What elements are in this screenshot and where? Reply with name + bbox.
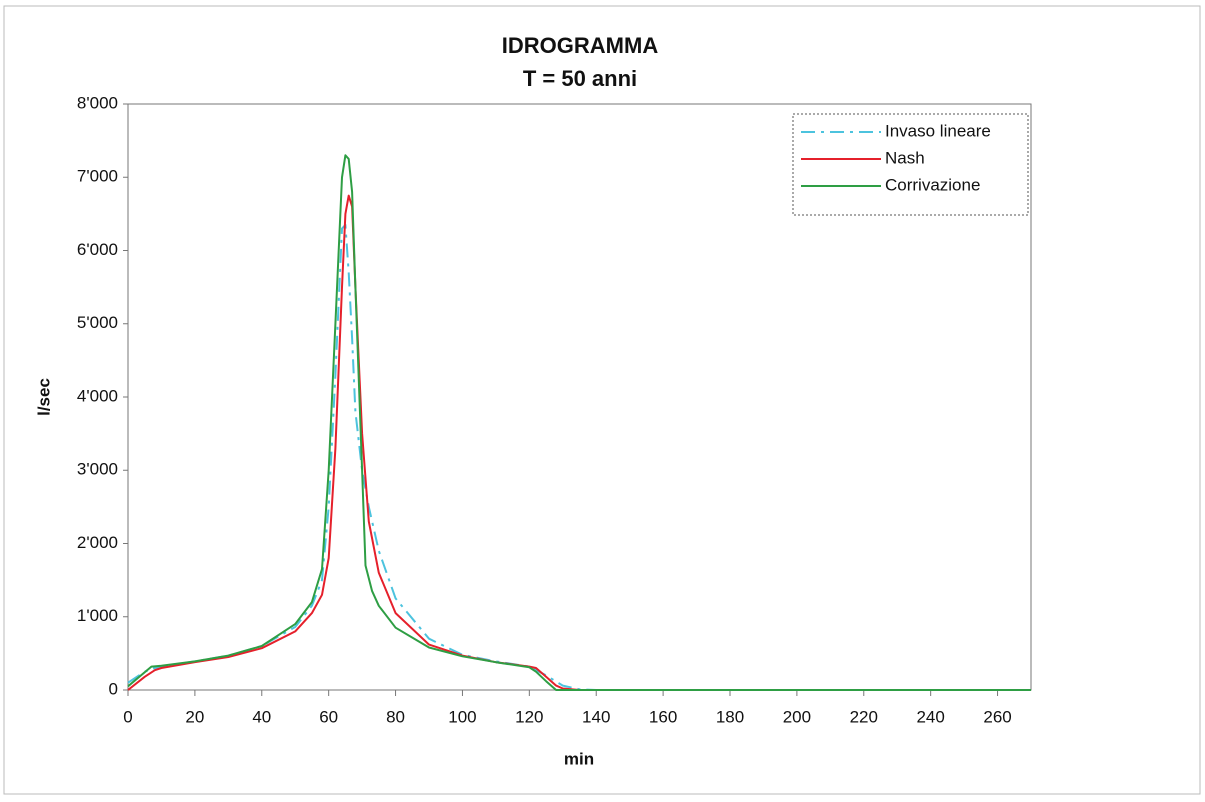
x-tick-label: 40 (252, 707, 271, 726)
series-line (127, 154, 1031, 691)
series-line (127, 194, 1031, 691)
x-tick-label: 80 (386, 707, 405, 726)
x-tick-label: 0 (123, 707, 132, 726)
x-tick-label: 240 (916, 707, 944, 726)
x-tick-label: 140 (582, 707, 610, 726)
chart-title: IDROGRAMMA (502, 33, 659, 58)
chart-subtitle: T = 50 anni (523, 66, 637, 91)
x-tick-label: 20 (185, 707, 204, 726)
legend-label: Corrivazione (885, 175, 980, 194)
y-tick-label: 2'000 (77, 533, 118, 552)
legend-label: Nash (885, 148, 925, 167)
x-axis-label: min (564, 749, 594, 768)
x-tick-label: 260 (983, 707, 1011, 726)
frame (3, 5, 1201, 795)
x-tick-label: 180 (716, 707, 744, 726)
y-tick-label: 6'000 (77, 240, 118, 259)
y-tick-label: 8'000 (77, 93, 118, 112)
legend-label: Invaso lineare (885, 121, 991, 140)
x-tick-label: 120 (515, 707, 543, 726)
y-tick-label: 0 (109, 679, 118, 698)
y-tick-label: 4'000 (77, 386, 118, 405)
y-tick-label: 7'000 (77, 167, 118, 186)
y-axis-label: l/sec (34, 378, 53, 416)
y-tick-label: 1'000 (77, 606, 118, 625)
series-line (127, 223, 1031, 691)
legend-box (792, 113, 1029, 216)
x-tick-label: 220 (850, 707, 878, 726)
x-tick-label: 100 (448, 707, 476, 726)
x-tick-label: 160 (649, 707, 677, 726)
y-tick-label: 3'000 (77, 460, 118, 479)
y-tick-label: 5'000 (77, 313, 118, 332)
x-tick-label: 60 (319, 707, 338, 726)
x-tick-label: 200 (783, 707, 811, 726)
